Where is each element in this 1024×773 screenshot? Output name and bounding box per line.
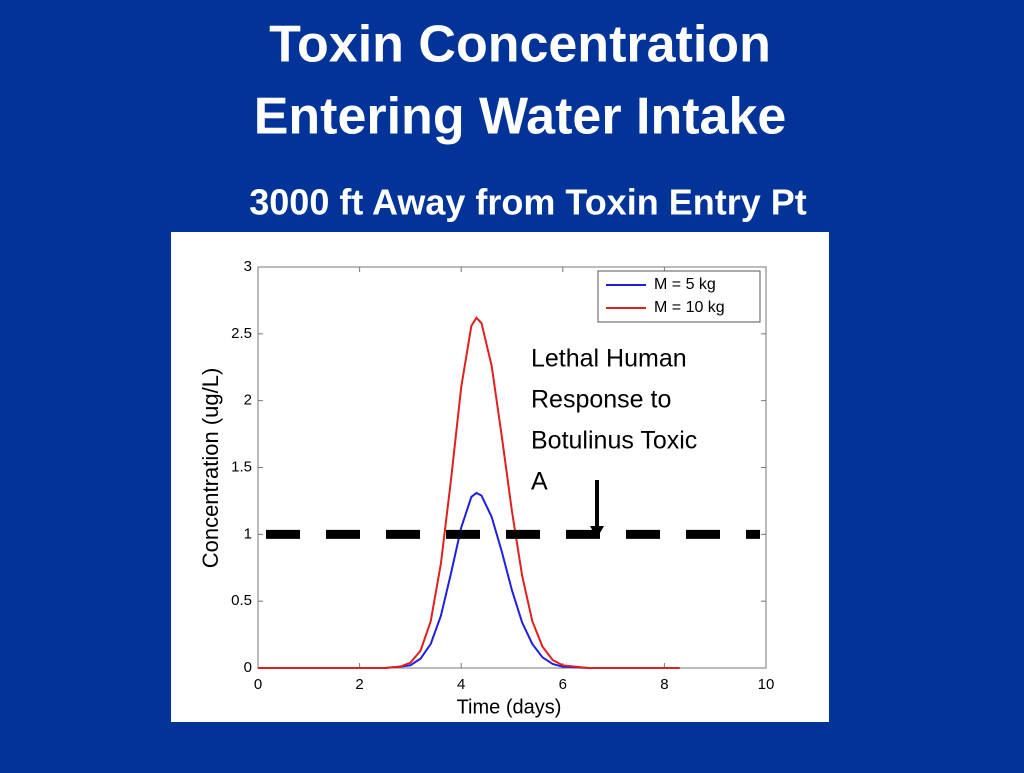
y-tick-label: 2	[244, 392, 252, 409]
legend-box	[597, 270, 761, 323]
x-tick-label: 2	[355, 676, 363, 693]
title-line: Entering Water Intake	[254, 88, 787, 146]
annotation-text: Response to	[531, 386, 671, 414]
subtitle: 3000 ft Away from Toxin Entry Pt	[249, 182, 806, 223]
y-tick-label: 1	[244, 525, 252, 542]
x-tick-label: 8	[660, 676, 668, 693]
annotation-text: A	[531, 468, 548, 496]
x-tick-label: 0	[254, 676, 262, 693]
legend-label: M = 10 kg	[654, 299, 725, 316]
y-axis-label: Concentration (ug/L)	[198, 368, 223, 569]
y-tick-label: 3	[244, 258, 252, 275]
y-tick-label: 0	[244, 659, 252, 676]
x-tick-label: 4	[457, 676, 465, 693]
x-axis-label: Time (days)	[457, 696, 562, 718]
y-tick-label: 1.5	[231, 458, 252, 475]
x-tick-label: 10	[758, 676, 775, 693]
x-tick-label: 6	[559, 676, 567, 693]
title-line: Toxin Concentration	[269, 16, 771, 74]
series-line	[258, 316, 680, 669]
y-tick-label: 0.5	[231, 592, 252, 609]
annotation-text: Lethal Human	[531, 345, 687, 373]
annotation-text: Botulinus Toxic	[531, 427, 697, 455]
y-tick-label: 2.5	[231, 325, 252, 342]
legend-label: M = 5 kg	[654, 276, 716, 293]
